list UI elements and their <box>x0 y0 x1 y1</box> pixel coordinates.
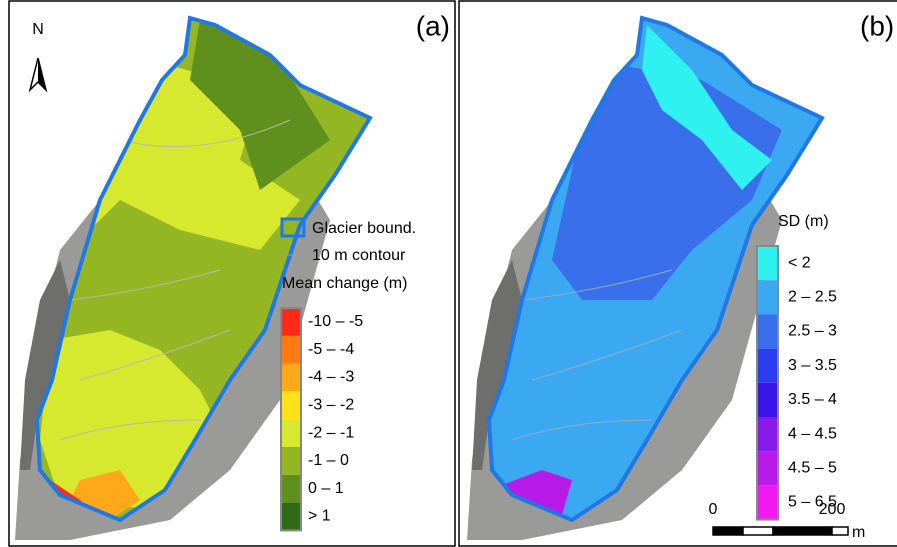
legend-frame <box>756 245 779 521</box>
panel-a-frame <box>8 0 456 547</box>
panel-label: (a) <box>416 10 450 41</box>
boundary-swatch <box>280 217 306 238</box>
legend-swatch <box>281 363 301 392</box>
legend-b: < 2 2 – 2.5 2.5 – 3 3 – 3.5 3.5 – 4 4 – 4.5 4.… <box>756 245 837 521</box>
scale-start: 0 <box>709 501 718 518</box>
legend-swatch <box>757 417 778 452</box>
legend-title: Mean change (m) <box>282 275 407 292</box>
legend-label: 3.5 – 4 <box>788 391 837 408</box>
legend-label: 4 – 4.5 <box>788 425 837 442</box>
legend-label: -10 – -5 <box>308 313 363 330</box>
legend-label: -2 – -1 <box>308 424 354 441</box>
panel-b-frame <box>458 0 897 547</box>
legend-swatch <box>757 314 778 349</box>
legend-label: 2 – 2.5 <box>788 289 837 306</box>
panel-label: (b) <box>860 10 894 41</box>
legend-label: -3 – -2 <box>308 397 354 414</box>
legend-title: SD (m) <box>778 213 829 230</box>
legend-label: 2.5 – 3 <box>788 323 837 340</box>
contour-label: 10 m contour <box>312 247 406 264</box>
legend-label: > 1 <box>308 508 331 525</box>
legend-swatch <box>281 447 301 475</box>
legend-swatch <box>281 419 301 447</box>
north-label: N <box>32 21 44 38</box>
legend-swatch <box>281 391 301 420</box>
legend-label: 0 – 1 <box>308 480 344 497</box>
legend-label: -5 – -4 <box>308 341 354 358</box>
legend-swatch <box>757 382 778 417</box>
legend-label: 3 – 3.5 <box>788 357 837 374</box>
boundary-label: Glacier bound. <box>312 220 416 237</box>
scale-unit: m <box>852 524 865 541</box>
scale-end: 200 <box>819 501 846 518</box>
legend-swatch <box>757 246 778 281</box>
legend-swatch <box>281 474 301 503</box>
legend-swatch <box>281 335 301 364</box>
legend-label: -1 – 0 <box>308 452 349 469</box>
legend-frame <box>280 307 302 532</box>
legend-swatch <box>757 485 778 520</box>
legend-swatch <box>281 502 301 531</box>
panel-a-map <box>15 15 373 540</box>
legend-label: 4.5 – 5 <box>788 460 837 477</box>
legend-label: 5 – 6.5 <box>788 494 837 511</box>
legend-swatch <box>757 348 778 383</box>
legend-swatch <box>757 280 778 315</box>
legend-a: -10 – -5 -5 – -4 -4 – -3 -3 – -2 -2 – -1 -1 –… <box>280 307 363 532</box>
legend-label: -4 – -3 <box>308 369 354 386</box>
legend-swatch <box>757 451 778 486</box>
legend-label: < 2 <box>788 254 811 271</box>
scale-bar <box>712 526 849 536</box>
legend-swatch <box>281 308 301 336</box>
